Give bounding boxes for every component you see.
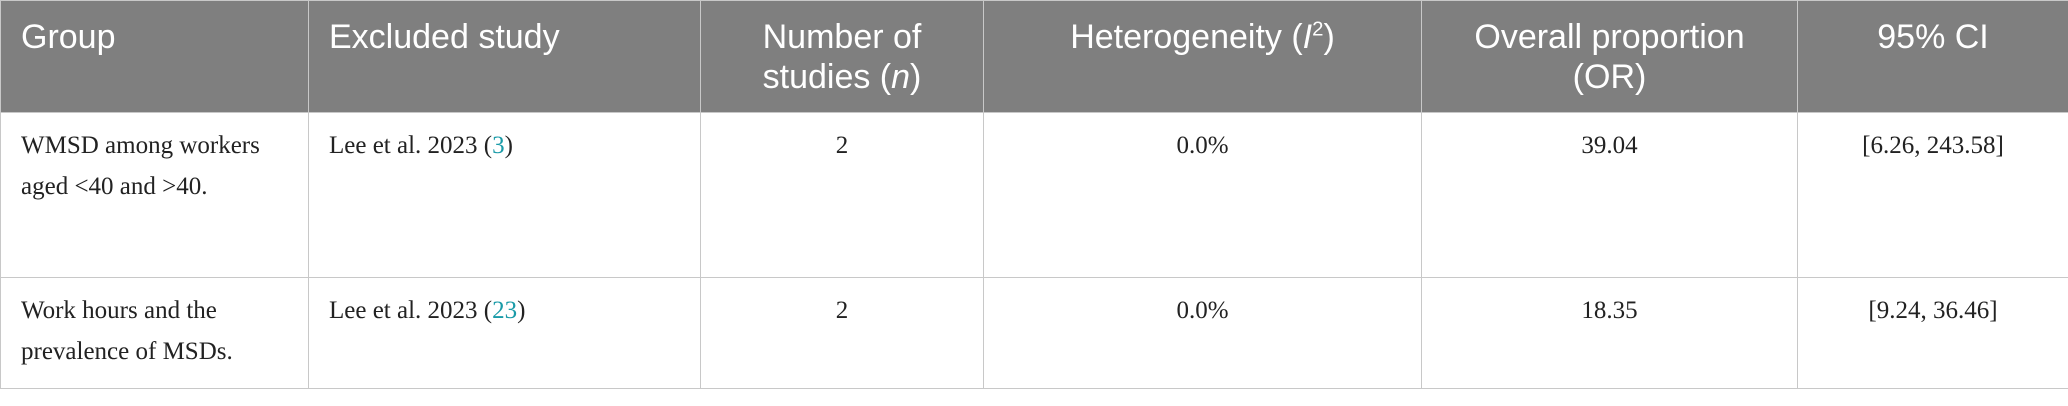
cell-text: ) (504, 132, 513, 159)
header-cell: Number of studies (n) (700, 0, 984, 113)
cell-text: [6.26, 243.58] (1862, 132, 2004, 159)
table-cell: Lee et al. 2023 (23) (308, 277, 701, 389)
table-row: WMSD among workers aged <40 and >40. Lee … (0, 112, 2068, 278)
header-cell: Heterogeneity (I2) (983, 0, 1422, 113)
results-table: Group Excluded study Number of studies (n)… (0, 0, 2068, 389)
cell-text: Heterogeneity ( (1070, 18, 1303, 56)
citation-link[interactable]: 3 (492, 132, 505, 159)
header-cell: Group (0, 0, 309, 113)
table-cell: Work hours and the prevalence of MSDs. (0, 277, 309, 389)
cell-text: 2 (1312, 18, 1324, 41)
table-cell: 39.04 (1421, 112, 1798, 278)
header-cell: Overall proportion (OR) (1421, 0, 1798, 113)
cell-text: 0.0% (1176, 132, 1229, 159)
table-row: Work hours and the prevalence of MSDs. Le… (0, 277, 2068, 389)
cell-text: I (1302, 18, 1313, 56)
table-cell: 0.0% (983, 112, 1422, 278)
header-cell: Excluded study (308, 0, 701, 113)
cell-text: 0.0% (1176, 297, 1229, 324)
header-row: Group Excluded study Number of studies (n)… (0, 0, 2068, 113)
table-cell: [9.24, 36.46] (1797, 277, 2068, 389)
cell-text: Number of studies ( (762, 18, 922, 96)
cell-text: Work hours and the prevalence of MSDs. (21, 297, 233, 365)
table-cell: 2 (700, 277, 984, 389)
header-cell: 95% CI (1797, 0, 2068, 113)
cell-text: Overall proportion (OR) (1474, 18, 1745, 96)
table-body: WMSD among workers aged <40 and >40. Lee … (0, 112, 2068, 389)
cell-text: 39.04 (1581, 132, 1638, 159)
cell-text: 2 (835, 132, 849, 159)
cell-text: Lee et al. 2023 ( (329, 132, 493, 159)
citation-link[interactable]: 23 (492, 297, 518, 324)
cell-text: 2 (835, 297, 849, 324)
cell-text: ) (517, 297, 526, 324)
cell-text: ) (1323, 18, 1335, 56)
cell-text: ) (910, 58, 922, 96)
cell-text: n (891, 58, 911, 96)
table-cell: Lee et al. 2023 (3) (308, 112, 701, 278)
table-cell: 0.0% (983, 277, 1422, 389)
table-cell: [6.26, 243.58] (1797, 112, 2068, 278)
cell-text: Group (21, 18, 116, 56)
table-cell: WMSD among workers aged <40 and >40. (0, 112, 309, 278)
table-cell: 18.35 (1421, 277, 1798, 389)
cell-text: 18.35 (1581, 297, 1638, 324)
cell-text: 95% CI (1877, 18, 1989, 56)
cell-text: Excluded study (329, 18, 560, 56)
table-cell: 2 (700, 112, 984, 278)
cell-text: [9.24, 36.46] (1868, 297, 1998, 324)
cell-text: WMSD among workers aged <40 and >40. (21, 132, 260, 200)
cell-text: Lee et al. 2023 ( (329, 297, 493, 324)
